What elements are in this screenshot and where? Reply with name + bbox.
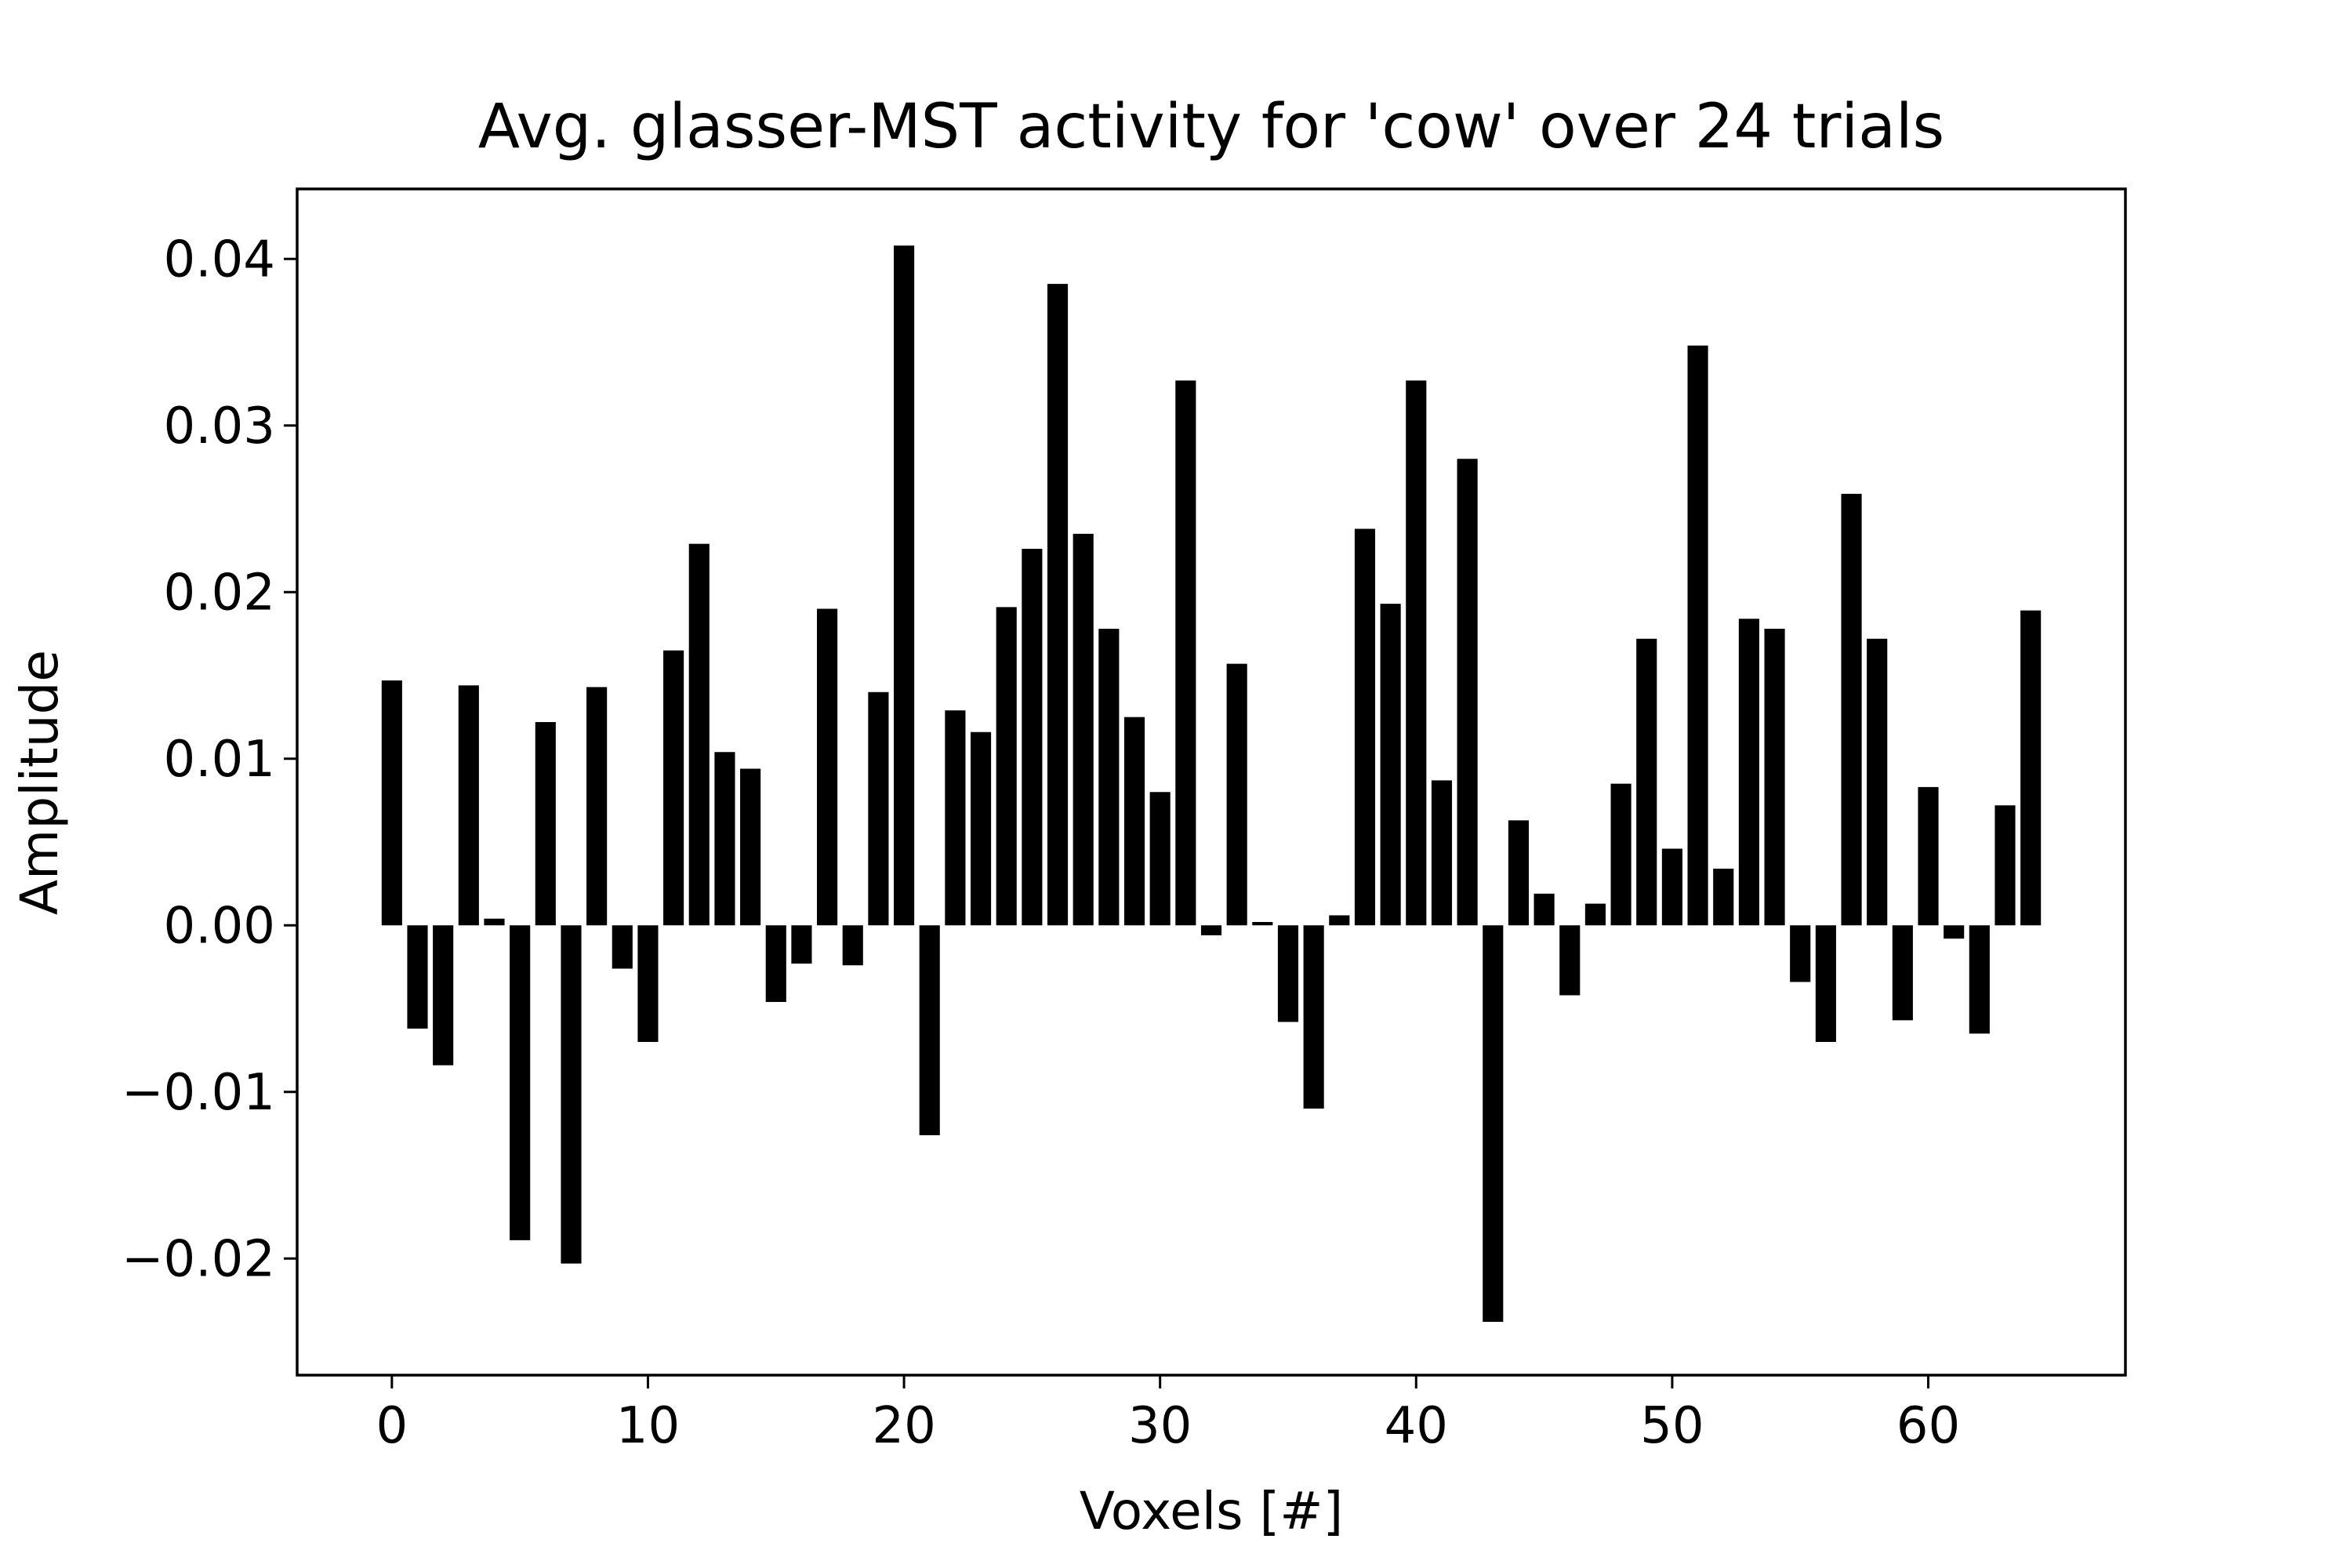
bar-voxel-36	[1303, 925, 1324, 1109]
bar-voxel-10	[637, 925, 659, 1042]
bar-voxel-15	[765, 925, 786, 1002]
bar-voxel-7	[561, 925, 582, 1264]
bar-voxel-61	[1944, 925, 1965, 939]
y-tick-label: 0.00	[164, 897, 276, 955]
y-tick-label: 0.02	[164, 564, 276, 622]
bar-voxel-46	[1559, 925, 1581, 996]
bar-voxel-40	[1406, 380, 1427, 926]
bar-voxel-23	[970, 731, 992, 926]
bar-voxel-8	[586, 687, 608, 926]
bar-voxel-44	[1508, 820, 1529, 926]
y-axis: −0.02 −0.01 0.00 0.01 0.02 0.03 0.04	[122, 230, 297, 1288]
bar-voxel-54	[1764, 629, 1785, 926]
bar-voxel-12	[688, 543, 710, 926]
bar-voxel-25	[1022, 549, 1043, 926]
bar-voxel-31	[1175, 380, 1196, 926]
bar-voxel-47	[1584, 903, 1606, 926]
bar-voxel-42	[1457, 459, 1478, 926]
x-tick-label: 30	[1128, 1397, 1192, 1455]
bar-voxel-27	[1073, 533, 1094, 926]
bar-voxel-11	[663, 650, 684, 926]
x-tick-label: 40	[1385, 1397, 1448, 1455]
bar-voxel-48	[1610, 783, 1632, 926]
bar-voxel-39	[1380, 604, 1401, 926]
bar-voxel-63	[1994, 805, 2016, 926]
bars-group	[381, 245, 2042, 1322]
bar-voxel-50	[1661, 848, 1682, 926]
bar-voxel-49	[1636, 638, 1657, 926]
bar-voxel-3	[458, 685, 479, 926]
bar-voxel-6	[535, 722, 556, 926]
bar-voxel-43	[1483, 925, 1504, 1322]
y-tick-label: 0.03	[164, 397, 276, 456]
y-tick-label: −0.02	[122, 1230, 275, 1288]
bar-voxel-0	[381, 680, 402, 926]
bar-voxel-58	[1867, 638, 1888, 926]
bar-voxel-13	[714, 752, 735, 926]
y-tick-label: 0.01	[164, 731, 276, 789]
x-axis: 0 10 20 30 40 50 60	[376, 1375, 1960, 1455]
bar-voxel-37	[1329, 915, 1350, 926]
bar-voxel-35	[1277, 925, 1299, 1022]
bar-voxel-38	[1354, 528, 1376, 926]
bar-voxel-32	[1200, 925, 1222, 935]
bar-voxel-62	[1969, 925, 1990, 1034]
bar-voxel-52	[1713, 869, 1734, 926]
bar-voxel-56	[1815, 925, 1836, 1042]
bar-voxel-29	[1123, 717, 1145, 926]
bar-voxel-64	[2020, 610, 2042, 926]
bar-voxel-26	[1047, 284, 1069, 926]
bar-voxel-51	[1687, 345, 1708, 926]
bar-voxel-53	[1738, 619, 1759, 926]
y-axis-label: Amplitude	[9, 650, 70, 915]
bar-voxel-21	[919, 925, 940, 1135]
x-tick-label: 60	[1896, 1397, 1960, 1455]
bar-voxel-28	[1098, 629, 1120, 926]
bar-voxel-9	[612, 925, 633, 969]
bar-voxel-59	[1892, 925, 1913, 1021]
x-tick-label: 0	[376, 1397, 408, 1455]
bar-voxel-17	[817, 608, 838, 926]
bar-voxel-30	[1149, 792, 1171, 926]
bar-voxel-41	[1431, 780, 1453, 926]
bar-voxel-20	[894, 245, 915, 926]
plot-frame	[296, 187, 2127, 1377]
chart-title: Avg. glasser-MST activity for 'cow' over…	[478, 92, 1944, 162]
bar-voxel-19	[868, 691, 889, 926]
bar-voxel-55	[1790, 925, 1811, 982]
bar-voxel-2	[433, 925, 454, 1065]
bar-voxel-24	[996, 607, 1017, 926]
bar-voxel-1	[407, 925, 428, 1029]
bar-voxel-5	[510, 925, 531, 1240]
y-tick-label: 0.04	[164, 230, 276, 289]
x-tick-label: 10	[616, 1397, 680, 1455]
bar-voxel-4	[484, 918, 505, 926]
bar-voxel-18	[842, 925, 863, 966]
bar-voxel-22	[945, 710, 966, 926]
bar-voxel-16	[791, 925, 812, 964]
y-tick-label: −0.01	[122, 1064, 275, 1122]
x-tick-label: 20	[872, 1397, 935, 1455]
bar-voxel-33	[1226, 663, 1247, 926]
bar-voxel-14	[740, 768, 761, 926]
bar-voxel-57	[1841, 493, 1862, 926]
x-axis-label: Voxels [#]	[1080, 1481, 1344, 1541]
x-tick-label: 50	[1640, 1397, 1704, 1455]
bar-voxel-60	[1918, 786, 1939, 926]
bar-voxel-45	[1534, 893, 1555, 926]
bar-voxel-34	[1252, 922, 1273, 926]
